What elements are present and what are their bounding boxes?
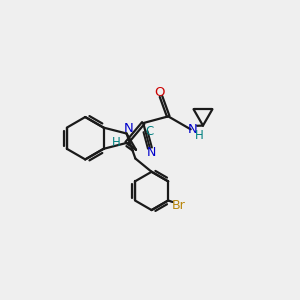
Text: C: C bbox=[145, 125, 153, 138]
Text: N: N bbox=[187, 123, 197, 136]
Text: O: O bbox=[154, 85, 165, 98]
Text: H: H bbox=[195, 129, 204, 142]
Text: Br: Br bbox=[172, 199, 185, 212]
Text: N: N bbox=[124, 122, 134, 135]
Text: N: N bbox=[147, 146, 156, 159]
Text: H: H bbox=[112, 136, 121, 149]
